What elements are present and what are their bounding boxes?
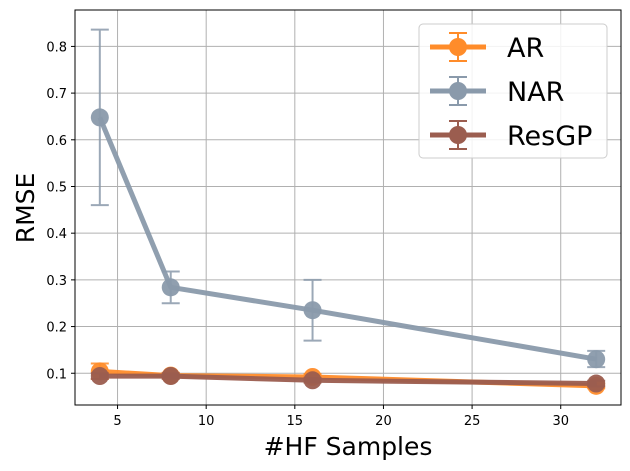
legend-item-resgp: ResGP	[430, 120, 592, 152]
y-tick-label: 0.2	[46, 321, 67, 336]
x-tick-label: 25	[464, 414, 481, 429]
resgp-point	[161, 367, 180, 386]
legend-box	[418, 23, 608, 159]
legend-marker-nar	[449, 82, 467, 100]
y-tick-label: 0.7	[46, 87, 67, 102]
nar-point	[161, 278, 180, 297]
y-tick-label: 0.3	[46, 274, 67, 289]
series-resgp	[90, 367, 606, 393]
resgp-point	[90, 367, 109, 386]
x-tick-label: 20	[375, 414, 392, 429]
legend-label-ar: AR	[507, 33, 544, 64]
x-tick-label: 30	[552, 414, 569, 429]
legend-label-resgp: ResGP	[507, 121, 592, 152]
legend-label-nar: NAR	[507, 77, 564, 108]
legend-marker-ar	[449, 38, 467, 56]
series-nar	[90, 28, 606, 369]
y-tick-label: 0.5	[46, 180, 67, 195]
legend-item-nar: NAR	[430, 76, 564, 108]
nar-line	[97, 116, 597, 362]
y-tick-label: 0.6	[46, 134, 67, 149]
y-tick-label: 0.4	[46, 227, 67, 242]
y-tick-label: 0.1	[46, 367, 67, 382]
nar-point	[303, 301, 322, 320]
legend-item-ar: AR	[430, 32, 544, 64]
nar-point	[90, 108, 109, 127]
x-tick-label: 15	[287, 414, 304, 429]
legend-marker-resgp	[449, 126, 467, 144]
x-tick-label: 5	[113, 414, 121, 429]
series	[90, 28, 606, 395]
legend: AR NAR ResGP	[418, 23, 608, 159]
plot-frame	[74, 9, 622, 406]
nar-point	[587, 350, 606, 369]
resgp-line	[99, 373, 597, 386]
axis-ticks: 5 10 15 20 25 30 0.1 0.2 0.3 0.4 0.5 0.6 0.7 0.8	[46, 40, 569, 429]
resgp-point	[303, 371, 322, 390]
y-tick-label: 0.8	[46, 40, 67, 55]
x-tick-label: 10	[198, 414, 215, 429]
x-axis-label: #HF Samples	[264, 432, 433, 461]
resgp-point	[587, 374, 606, 393]
y-axis-label: RMSE	[11, 173, 40, 244]
